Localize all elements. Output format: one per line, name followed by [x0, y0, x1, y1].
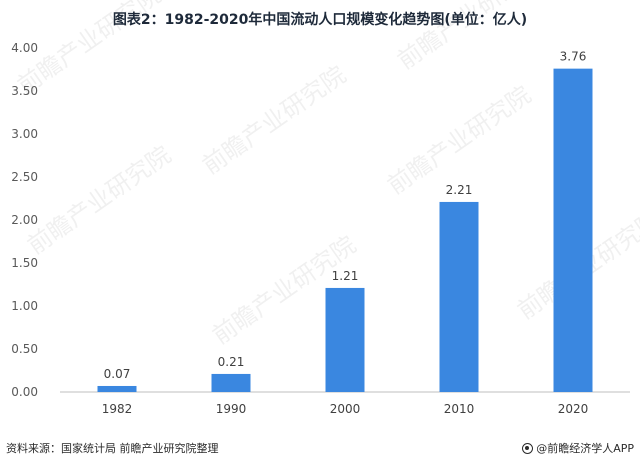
y-tick-label: 2.50: [11, 170, 38, 184]
data-label-2000: 1.21: [332, 269, 359, 283]
data-label-1990: 0.21: [218, 355, 245, 369]
y-tick-label: 1.50: [11, 256, 38, 270]
chart-title: 图表2：1982-2020年中国流动人口规模变化趋势图(单位：亿人): [112, 12, 528, 28]
brand-credit-text: @前瞻经济学人APP: [536, 442, 634, 455]
x-tick-label-2000: 2000: [330, 402, 361, 416]
watermark-text: 前瞻产业研究院: [197, 61, 351, 180]
brand-credit: @前瞻经济学人APP: [522, 440, 634, 456]
y-tick-label: 4.00: [11, 41, 38, 55]
bar-2020: [553, 68, 593, 392]
data-label-2010: 2.21: [446, 183, 473, 197]
bar-1990: [211, 373, 251, 392]
y-tick-label: 1.00: [11, 299, 38, 313]
data-label-2020: 3.76: [560, 50, 587, 64]
y-tick-label: 0.50: [11, 342, 38, 356]
y-tick-label: 2.00: [11, 213, 38, 227]
source-note: 资料来源：国家统计局 前瞻产业研究院整理: [6, 442, 219, 455]
y-tick-label: 0.00: [11, 385, 38, 399]
x-tick-label-1990: 1990: [216, 402, 247, 416]
watermark-text: 前瞻产业研究院: [22, 141, 176, 260]
x-tick-label-1982: 1982: [102, 402, 133, 416]
x-tick-label-2010: 2010: [444, 402, 475, 416]
bar-2010: [439, 201, 479, 392]
x-tick-label-2020: 2020: [558, 402, 589, 416]
data-label-1982: 0.07: [104, 367, 131, 381]
y-tick-label: 3.50: [11, 84, 38, 98]
y-tick-label: 3.00: [11, 127, 38, 141]
bar-1982: [97, 385, 137, 392]
brand-logo-icon: [522, 442, 534, 454]
bar-2000: [325, 287, 365, 392]
watermark-text: 前瞻产业研究院: [392, 0, 546, 75]
